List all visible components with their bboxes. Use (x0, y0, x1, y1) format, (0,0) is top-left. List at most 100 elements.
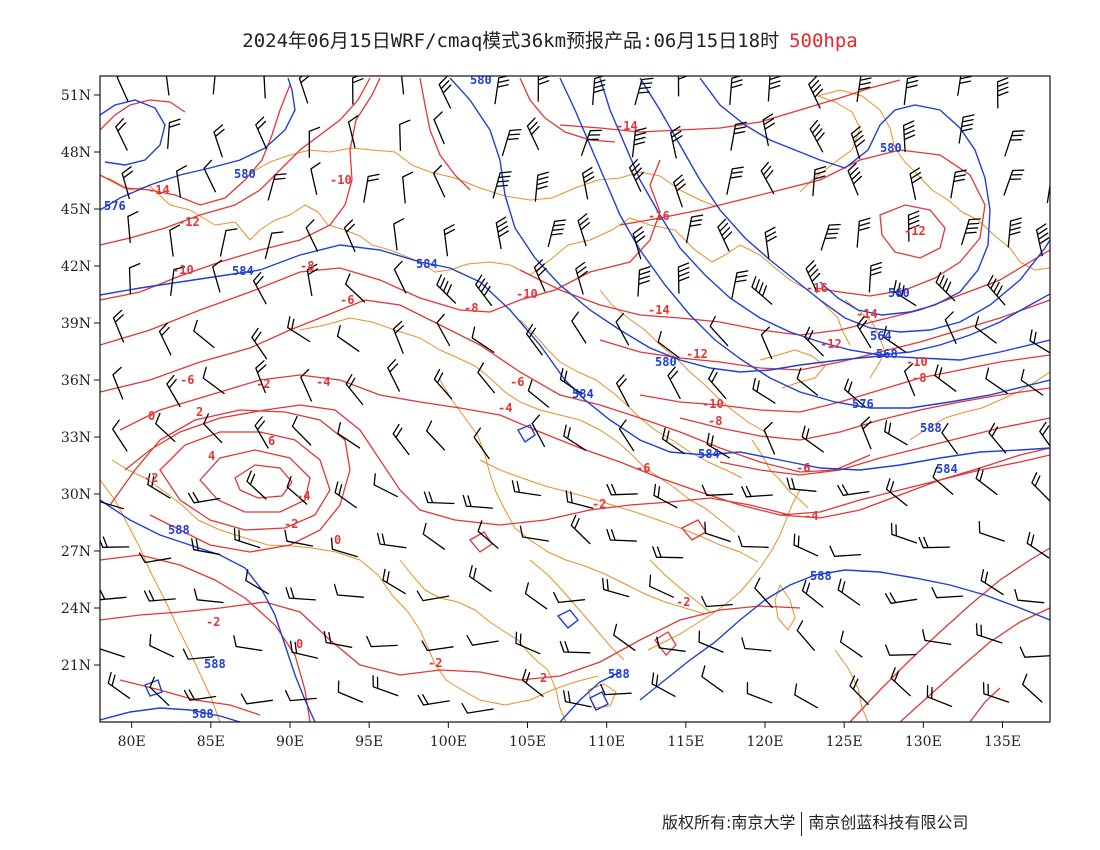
wind-barb (170, 266, 186, 296)
wind-barb (255, 360, 267, 394)
wind-barb (575, 261, 588, 295)
wind-barb (656, 636, 686, 652)
wind-barb (615, 312, 630, 346)
gph-label: 584 (572, 387, 594, 401)
wind-barb (706, 432, 730, 459)
wind-barb (187, 491, 221, 504)
isotherm-se-2 (899, 607, 1050, 722)
wind-barb (477, 362, 495, 394)
isotherm-2 (159, 431, 331, 531)
temp-label: -2 (428, 656, 442, 670)
temp-label: 4 (208, 449, 215, 463)
wind-barb (570, 514, 591, 545)
wind-barb (267, 173, 287, 201)
temp-label: -2 (284, 517, 298, 531)
gph-label: 580 (470, 73, 492, 87)
gph-label: 584 (232, 264, 254, 278)
wind-barb (533, 259, 547, 292)
wind-barb (336, 324, 360, 352)
wind-barb (794, 683, 819, 709)
boundary-taiwan (774, 584, 796, 631)
wind-barb (918, 536, 950, 549)
lon-tick-label: 100E (430, 734, 467, 750)
wind-barb (461, 702, 494, 714)
wind-barb (534, 171, 550, 202)
gph-label: 576 (852, 397, 874, 411)
wind-barb (934, 364, 957, 392)
wind-barb (902, 120, 916, 153)
temp-label: -12 (178, 215, 200, 229)
temp-label: -6 (636, 461, 650, 475)
wind-barb (366, 635, 398, 648)
wind-barb (330, 537, 358, 558)
boundary-inner-1 (299, 317, 736, 533)
boundary-coast-2 (751, 439, 809, 509)
gph-label: 576 (104, 199, 126, 213)
wind-barb (677, 262, 690, 294)
contour-588-e (639, 569, 1050, 701)
contour-loop-2 (589, 691, 609, 711)
temp-label: 0 (296, 637, 303, 651)
wind-barb (805, 260, 821, 293)
wind-barb (1019, 646, 1050, 658)
wind-barb (251, 327, 268, 360)
wind-barb (471, 326, 495, 353)
wind-barb (709, 315, 729, 347)
wind-barb (143, 590, 176, 602)
wind-barb (501, 128, 522, 157)
wind-barb (868, 261, 883, 293)
gph-label: 588 (608, 667, 630, 681)
wind-barb (884, 644, 917, 656)
wind-barb (494, 76, 510, 105)
wind-barb (400, 76, 405, 95)
isotherm-m4-e (779, 454, 1050, 516)
wind-barb (373, 473, 398, 498)
wind-barb (941, 422, 958, 455)
wind-barb (741, 637, 772, 652)
gph-label: 580 (655, 355, 677, 369)
lat-tick-label: 39N (61, 316, 91, 332)
wind-barb (932, 466, 954, 495)
wind-barb (387, 359, 400, 392)
wind-barb (850, 126, 866, 159)
wind-barb (473, 427, 490, 460)
wind-barb (577, 213, 591, 247)
isotherm-m4 (119, 374, 1050, 519)
wind-barb (632, 226, 646, 260)
wind-barb (116, 76, 129, 102)
lon-tick-label: 90E (276, 734, 304, 750)
wind-barb (667, 366, 681, 400)
wind-barb (847, 162, 863, 196)
wind-barb (363, 173, 380, 203)
wind-barb (240, 693, 274, 705)
wind-barb (212, 259, 223, 293)
contour-loop-3 (516, 424, 536, 444)
gph-label: 580 (880, 141, 902, 155)
wind-barb (416, 590, 450, 602)
wind-barb (980, 569, 1004, 596)
temp-label: -10 (172, 263, 194, 277)
wind-barb (809, 119, 825, 153)
wind-barb (337, 680, 364, 703)
isotherm-m12-top (519, 77, 616, 143)
wind-barb (763, 421, 776, 455)
temp-label: -2 (144, 471, 158, 485)
wind-barb (890, 522, 918, 544)
lat-tick-label: 30N (61, 487, 91, 503)
wind-barb (1052, 124, 1069, 150)
wind-barb (462, 494, 494, 509)
wind-barb (426, 420, 446, 451)
wind-barb (618, 419, 635, 452)
wind-barb (563, 690, 592, 708)
isotherm-m2 (124, 404, 791, 526)
gph-label: 588 (168, 523, 190, 537)
boundary-indochina (547, 669, 567, 722)
wind-barb (804, 326, 824, 357)
wind-barb (443, 224, 456, 257)
boundary-shandong (759, 349, 826, 389)
temp-label: -2 (592, 497, 606, 511)
wind-barb (511, 480, 542, 497)
gph-label: 588 (204, 657, 226, 671)
wind-barb (737, 535, 769, 548)
wind-barb (717, 218, 733, 252)
